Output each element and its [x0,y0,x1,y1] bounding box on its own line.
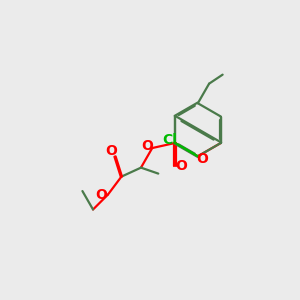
Text: O: O [175,158,187,172]
Text: O: O [95,188,107,202]
Text: O: O [105,144,117,158]
Text: O: O [141,139,153,153]
Text: O: O [197,152,208,166]
Text: Cl: Cl [162,133,177,147]
